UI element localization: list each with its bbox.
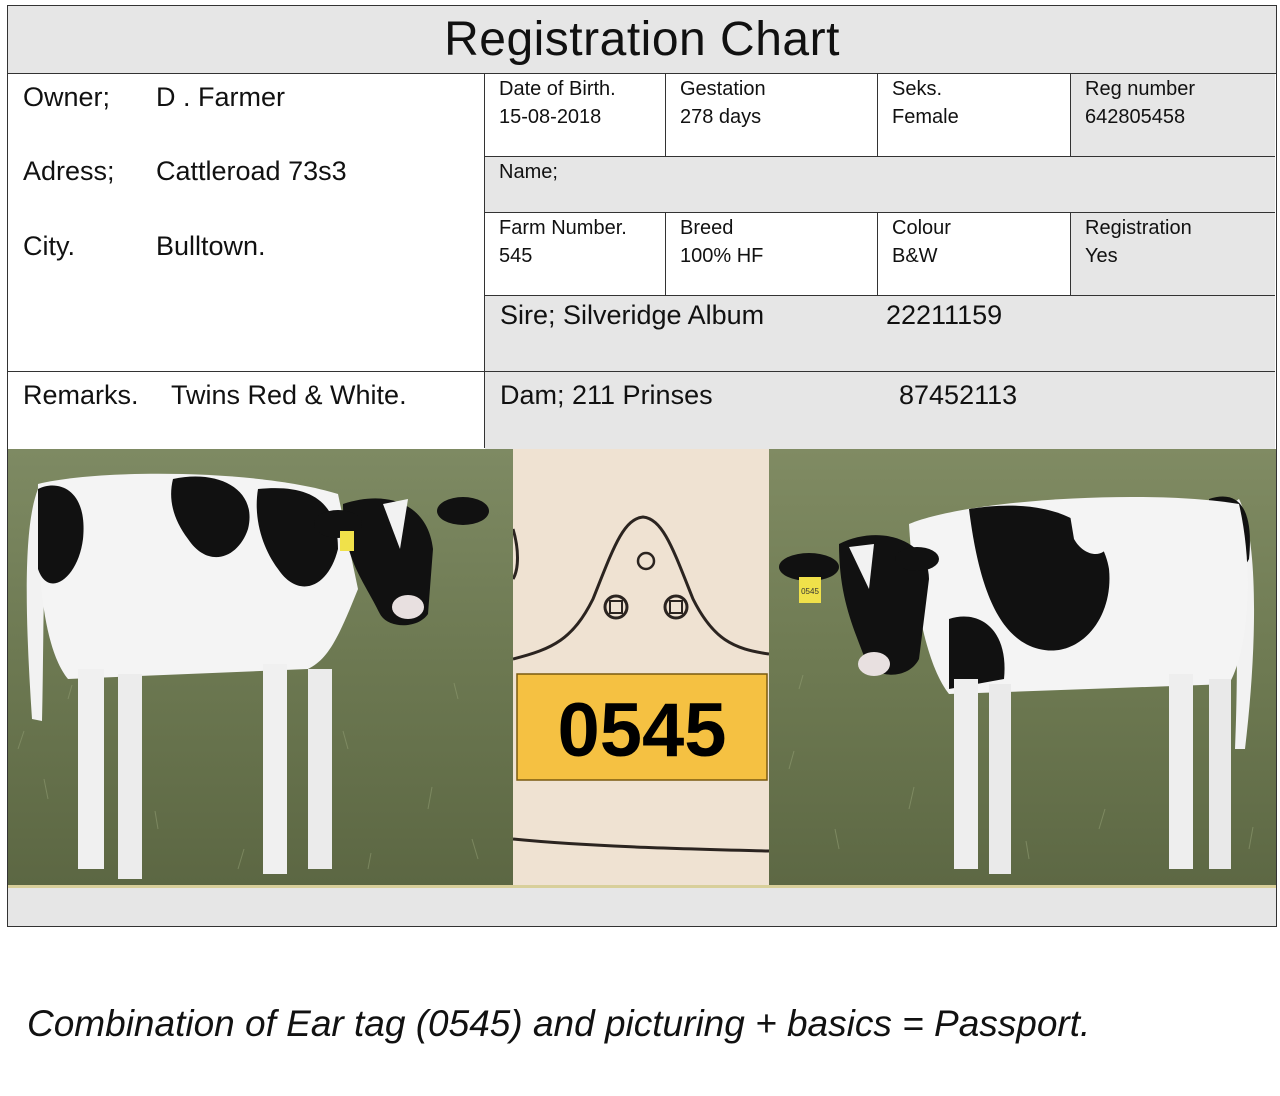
owner-value: D . Farmer — [156, 82, 286, 112]
breed-value: 100% HF — [680, 245, 764, 267]
farm-number-label: Farm Number. — [499, 217, 627, 239]
small-tag-number: 0545 — [801, 587, 819, 596]
caption: Combination of Ear tag (0545) and pictur… — [27, 1003, 1091, 1044]
photo-strip: 0545 — [8, 449, 1276, 885]
registration-value: Yes — [1085, 245, 1118, 267]
dob-cell: Date of Birth. 15-08-2018 — [485, 74, 666, 157]
calf-left-image — [8, 449, 513, 885]
ear-tag-photo: 0545 — [513, 449, 769, 885]
registration-label: Registration — [1085, 217, 1192, 239]
owner-block: Owner; D . Farmer Adress; Cattleroad 73s… — [8, 74, 485, 372]
farm-number-value: 545 — [499, 245, 533, 267]
farm-number-cell: Farm Number. 545 — [485, 213, 666, 296]
city-row: City. Bulltown. — [23, 231, 266, 262]
remarks-label: Remarks. — [23, 380, 139, 410]
owner-label: Owner; — [23, 82, 111, 112]
sex-value: Female — [892, 106, 959, 128]
reg-number-cell: Reg number 642805458 — [1071, 74, 1275, 157]
reg-number-label: Reg number — [1085, 78, 1196, 100]
reg-number-value: 642805458 — [1085, 106, 1186, 128]
remarks-block: Remarks. Twins Red & White. — [8, 372, 485, 448]
calf-right-image: 0545 — [769, 449, 1276, 885]
ear-tag-drawing: 0545 — [513, 449, 769, 885]
footer-strip — [8, 885, 1276, 926]
dob-label: Date of Birth. — [499, 78, 616, 100]
calf-photo-right: 0545 — [769, 449, 1276, 885]
dam-number: 87452113 — [899, 380, 1018, 410]
address-row: Adress; Cattleroad 73s3 — [23, 156, 347, 187]
remarks-value: Twins Red & White. — [171, 380, 407, 410]
ear-tag-number: 0545 — [557, 688, 726, 773]
owner-row: Owner; D . Farmer — [23, 82, 285, 113]
gestation-cell: Gestation 278 days — [666, 74, 878, 157]
chart-title: Registration Chart — [8, 6, 1276, 74]
sire-row: Sire; Silveridge Album 22211159 — [485, 296, 1275, 372]
city-label: City. — [23, 231, 75, 261]
name-row: Name; — [485, 157, 1275, 213]
sex-label: Seks. — [892, 78, 943, 100]
city-value: Bulltown. — [156, 231, 266, 261]
dob-value: 15-08-2018 — [499, 106, 602, 128]
registration-cell: Registration Yes — [1071, 213, 1275, 296]
gestation-label: Gestation — [680, 78, 766, 100]
breed-label: Breed — [680, 217, 734, 239]
calf-photo-left — [8, 449, 513, 885]
gestation-value: 278 days — [680, 106, 762, 128]
sex-cell: Seks. Female — [878, 74, 1071, 157]
colour-cell: Colour B&W — [878, 213, 1071, 296]
dam-row: Dam; 211 Prinses 87452113 — [485, 372, 1275, 449]
registration-chart: Registration Chart Owner; D . Farmer Adr… — [7, 5, 1277, 927]
address-label: Adress; — [23, 156, 115, 186]
colour-label: Colour — [892, 217, 951, 239]
address-value: Cattleroad 73s3 — [156, 156, 347, 186]
name-label: Name; — [499, 161, 558, 183]
breed-cell: Breed 100% HF — [666, 213, 878, 296]
sire-label: Sire; Silveridge Album — [500, 300, 765, 330]
colour-value: B&W — [892, 245, 938, 267]
sire-number: 22211159 — [886, 300, 1003, 330]
dam-label: Dam; 211 Prinses — [500, 380, 713, 410]
